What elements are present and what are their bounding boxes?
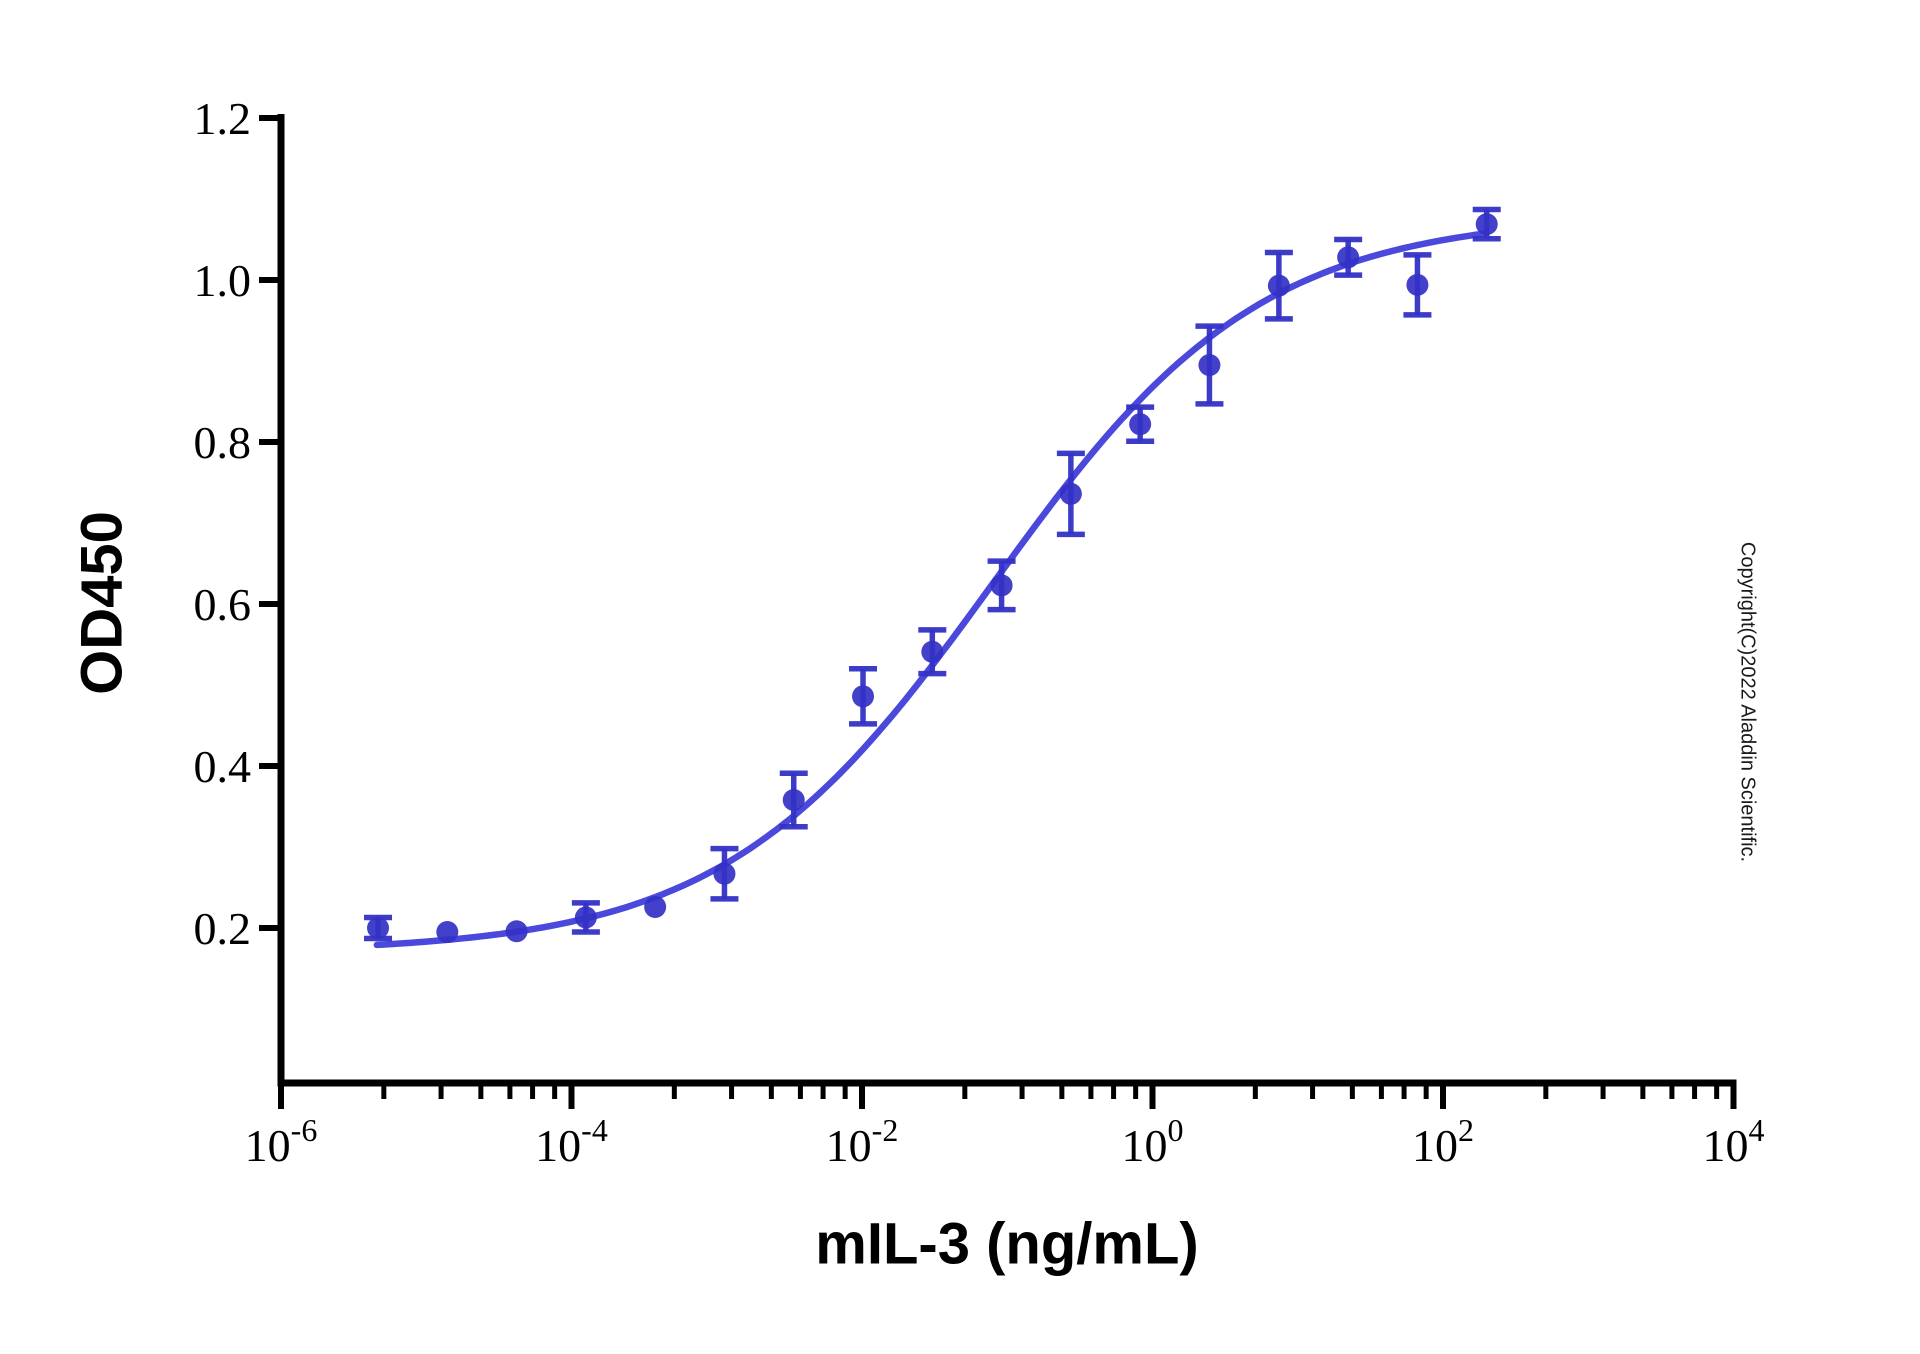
y-tick-label: 0.2 xyxy=(194,903,252,954)
y-tick-label: 1.0 xyxy=(194,255,252,306)
data-point xyxy=(852,685,875,708)
data-point xyxy=(505,920,528,943)
data-point xyxy=(1475,213,1498,236)
data-point xyxy=(782,789,805,812)
data-points-layer xyxy=(364,206,1501,944)
data-point xyxy=(1129,413,1152,436)
y-tick-label: 0.8 xyxy=(194,417,252,468)
x-tick-label: 102 xyxy=(1412,1112,1474,1171)
x-axis-title: mIL-3 (ng/mL) xyxy=(815,1211,1199,1277)
y-tick-label: 0.4 xyxy=(194,741,252,792)
y-axis-title: OD450 xyxy=(69,511,135,695)
data-point xyxy=(1198,354,1221,377)
x-tick-label: 10-4 xyxy=(535,1112,608,1171)
y-tick-label: 0.6 xyxy=(194,579,252,630)
y-tick-label: 1.2 xyxy=(194,93,252,144)
data-point xyxy=(1059,482,1082,505)
data-point xyxy=(367,917,390,939)
data-point xyxy=(1337,246,1360,269)
data-point xyxy=(1406,273,1429,296)
data-point xyxy=(574,906,597,929)
x-tick-label: 100 xyxy=(1122,1112,1184,1171)
fit-curve xyxy=(373,230,1490,949)
fit-curve-layer xyxy=(373,230,1490,949)
axes-layer: 0.2 0.4 0.6 0.8 1.0 1.2 10-6 10-4 10-2 100 102 104 xyxy=(194,93,1765,1171)
x-tick-label: 10-2 xyxy=(826,1112,899,1171)
data-point xyxy=(921,640,944,663)
data-point xyxy=(713,862,736,885)
data-point xyxy=(1267,274,1290,297)
data-point xyxy=(990,574,1013,597)
data-point xyxy=(436,921,459,944)
x-tick-label: 104 xyxy=(1703,1112,1765,1171)
x-tick-label: 10-6 xyxy=(245,1112,318,1171)
data-point xyxy=(644,895,667,918)
copyright-watermark: Copyright(C)2022 Aladdin Scientific. xyxy=(1736,541,1759,863)
